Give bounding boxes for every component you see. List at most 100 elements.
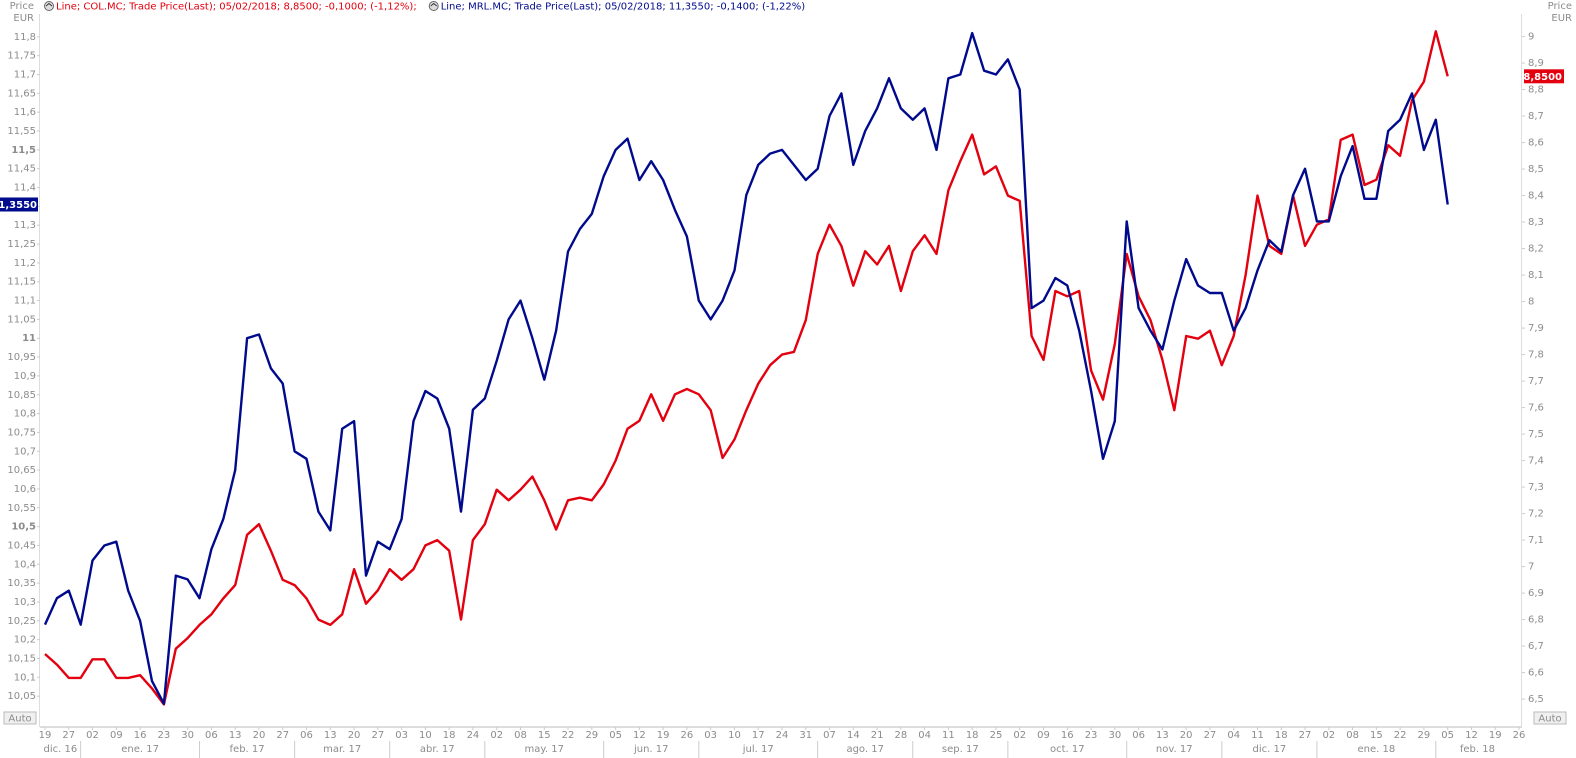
y-tick-label: 10,8 [14, 409, 36, 420]
y2-tick-label: 8,1 [1528, 270, 1544, 281]
x-tick-label: 27 [371, 730, 384, 741]
y2-tick-label: 6,6 [1528, 668, 1544, 679]
series-line [44, 30, 1449, 706]
x-tick-label: 05 [609, 730, 622, 741]
y-tick-label: 10,2 [14, 635, 36, 646]
x-tick-label: 20 [253, 730, 266, 741]
legend-text: Line; COL.MC; Trade Price(Last); 05/02/2… [56, 2, 417, 13]
y2-tick-label: 7,2 [1528, 509, 1544, 520]
x-tick-label: 18 [443, 730, 456, 741]
y-tick-label: 11,1 [14, 296, 36, 307]
x-tick-label: 09 [1037, 730, 1050, 741]
auto-label[interactable]: Auto [8, 714, 31, 725]
y-tick-label: 10,1 [14, 672, 36, 683]
legend-item: Line; MRL.MC; Trade Price(Last); 05/02/2… [428, 1, 805, 13]
x-tick-label: 21 [871, 730, 884, 741]
y2-tick-label: 7,8 [1528, 350, 1544, 361]
x-tick-label: 27 [1299, 730, 1312, 741]
x-tick-label: 27 [276, 730, 289, 741]
y2-tick-label: 7,9 [1528, 323, 1544, 334]
y2-tick-label: 7,1 [1528, 535, 1544, 546]
x-group-label: nov. 17 [1156, 744, 1193, 755]
y2-tick-label: 6,8 [1528, 615, 1544, 626]
y-tick-label: 10,25 [7, 616, 36, 627]
y2-tick-label: 8,3 [1528, 217, 1544, 228]
x-tick-label: 06 [1132, 730, 1145, 741]
auto-button[interactable] [1533, 711, 1567, 725]
y-tick-label: 10,15 [7, 653, 36, 664]
y-tick-label: 10,05 [7, 691, 36, 702]
auto-button[interactable] [3, 711, 37, 725]
y2-tick-label: 9 [1528, 32, 1534, 43]
x-tick-label: 14 [847, 730, 860, 741]
last-value-label: 1,3550 [0, 200, 37, 211]
y-tick-label: 11,55 [7, 126, 36, 137]
y2-tick-label: 8,7 [1528, 111, 1544, 122]
y2-tick-label: 8,8 [1528, 85, 1544, 96]
x-tick-label: 09 [110, 730, 123, 741]
x-tick-label: 02 [1322, 730, 1335, 741]
x-tick-label: 15 [538, 730, 551, 741]
x-tick-label: 26 [681, 730, 694, 741]
y2-tick-label: 8,6 [1528, 138, 1544, 149]
x-tick-label: 13 [1156, 730, 1169, 741]
y2-tick-label: 8,2 [1528, 244, 1544, 255]
x-tick-label: 16 [134, 730, 147, 741]
y-tick-label: 11,25 [7, 239, 36, 250]
y-tick-label: 11,6 [14, 107, 36, 118]
x-tick-label: 28 [895, 730, 908, 741]
x-tick-label: 27 [1204, 730, 1217, 741]
x-tick-label: 05 [1441, 730, 1454, 741]
y-tick-label: 11,75 [7, 51, 36, 62]
x-tick-label: 22 [1394, 730, 1407, 741]
x-tick-label: 25 [990, 730, 1003, 741]
y2-axis-label: Price [1548, 1, 1572, 12]
auto-label[interactable]: Auto [1538, 714, 1561, 725]
y-tick-label: 11,4 [14, 183, 36, 194]
x-tick-label: 10 [419, 730, 432, 741]
x-tick-label: 02 [86, 730, 99, 741]
x-tick-label: 30 [1108, 730, 1121, 741]
last-value-tag [1524, 69, 1564, 84]
x-tick-label: 08 [514, 730, 527, 741]
y-tick-label: 10,3 [14, 597, 36, 608]
y-tick-label: 10,55 [7, 503, 36, 514]
x-group-label: mar. 17 [323, 744, 361, 755]
x-tick-label: 08 [1346, 730, 1359, 741]
y-tick-label: 10,6 [14, 484, 36, 495]
y-tick-label: 11,15 [7, 277, 36, 288]
x-tick-label: 13 [324, 730, 337, 741]
x-tick-label: 06 [205, 730, 218, 741]
x-group-label: may. 17 [525, 744, 564, 755]
x-tick-label: 03 [395, 730, 408, 741]
x-tick-label: 20 [348, 730, 361, 741]
y2-axis-unit: EUR [1551, 13, 1572, 24]
x-tick-label: 24 [776, 730, 789, 741]
x-tick-label: 27 [62, 730, 75, 741]
y-tick-label: 10,7 [14, 446, 36, 457]
y2-tick-label: 8 [1528, 297, 1534, 308]
x-tick-label: 20 [1180, 730, 1193, 741]
y-tick-label: 11,3 [14, 220, 36, 231]
legend-icon-glyph [45, 2, 53, 7]
x-tick-label: 10 [728, 730, 741, 741]
x-tick-label: 11 [942, 730, 955, 741]
x-group-label: sep. 17 [942, 744, 979, 755]
series-line [43, 31, 1449, 705]
last-value-label: 8,8500 [1523, 72, 1562, 83]
y-tick-label: 10,4 [14, 559, 36, 570]
x-group-label: ene. 17 [121, 744, 159, 755]
y-axis-unit: EUR [13, 13, 34, 24]
x-tick-label: 31 [799, 730, 812, 741]
y2-tick-label: 8,5 [1528, 164, 1544, 175]
x-tick-label: 29 [1418, 730, 1431, 741]
x-tick-label: 12 [633, 730, 646, 741]
y-tick-label: 11,8 [14, 32, 36, 43]
x-tick-label: 04 [918, 730, 931, 741]
y2-tick-label: 7 [1528, 562, 1534, 573]
x-tick-label: 17 [752, 730, 765, 741]
x-tick-label: 29 [585, 730, 598, 741]
x-tick-label: 26 [1513, 730, 1526, 741]
